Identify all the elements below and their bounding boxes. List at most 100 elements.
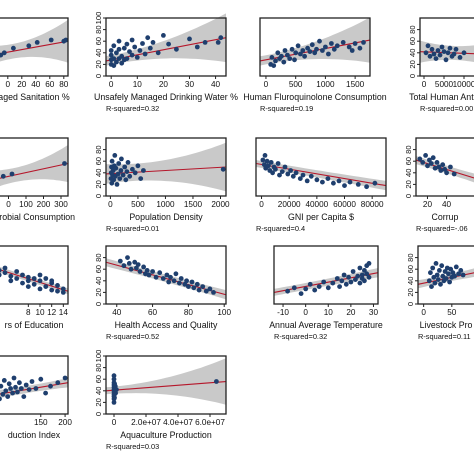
fit-line <box>0 162 69 179</box>
data-point-30 <box>355 182 361 187</box>
data-point-14 <box>153 274 159 280</box>
data-point-13 <box>18 386 24 391</box>
data-point-14 <box>282 164 288 170</box>
data-point-35 <box>361 40 366 45</box>
data-point-22 <box>55 380 61 386</box>
data-point-28 <box>150 40 156 45</box>
x-tick-label-4: 80 <box>59 80 69 89</box>
data-point-11 <box>445 50 451 56</box>
data-point-18 <box>33 386 39 391</box>
y-tick-label-0: 0 <box>94 412 103 416</box>
x-tick-label-0: 0 <box>421 308 426 317</box>
data-point-32 <box>203 288 209 294</box>
data-point-33 <box>352 41 358 46</box>
data-point-25 <box>362 278 367 284</box>
data-point-19 <box>38 376 44 382</box>
data-point-14 <box>21 394 27 399</box>
data-point-21 <box>49 287 55 293</box>
scatter-panel-r1c1: 0 20 40 60 80 aged Sanitation % <box>0 17 70 102</box>
y-tick-label-3: 60 <box>404 157 413 165</box>
data-point-7 <box>135 262 141 267</box>
x-tick-label-0: -10 <box>277 308 289 317</box>
data-point-16 <box>288 168 293 173</box>
x-tick-label-3: 100 <box>217 308 231 317</box>
data-point-4 <box>8 273 14 279</box>
data-point-29 <box>334 43 340 49</box>
data-point-25 <box>325 176 331 182</box>
x-tick-label-1: 5000 <box>435 80 454 89</box>
data-point-8 <box>114 50 119 56</box>
data-point-16 <box>37 286 43 292</box>
scatter-panel-r3c3: -10 0 10 20 30 Annual Average Temperature R-sq… <box>269 245 383 341</box>
data-point-24 <box>320 179 325 185</box>
plot-frame <box>0 355 69 415</box>
data-point-17 <box>350 269 356 274</box>
data-point-25 <box>458 268 464 273</box>
data-point-19 <box>129 52 135 58</box>
data-point-0 <box>0 173 6 179</box>
x-axis-title: Livestock Pro <box>420 320 473 330</box>
data-point-17 <box>461 50 467 56</box>
x-tick-label-3: 14 <box>59 308 69 317</box>
x-tick-label-0: 0 <box>108 200 113 209</box>
data-point-5 <box>428 161 434 166</box>
plot-frame <box>0 137 69 197</box>
data-point-17 <box>302 53 307 59</box>
data-point-23 <box>62 375 68 381</box>
data-point-19 <box>355 273 361 279</box>
data-point-18 <box>120 172 126 178</box>
x-tick-label-0: 0 <box>264 80 269 89</box>
data-point-26 <box>60 290 66 295</box>
data-point-9 <box>112 153 118 158</box>
data-point-1 <box>425 43 431 49</box>
data-point-16 <box>300 48 306 53</box>
x-axis-title: Population Density <box>129 212 203 222</box>
data-point-8 <box>282 48 288 53</box>
x-tick-label-4: 2000 <box>211 200 230 209</box>
data-point-17 <box>290 173 296 179</box>
confidence-band <box>260 17 370 66</box>
data-point-11 <box>144 268 150 273</box>
data-point-26 <box>331 180 336 186</box>
y-tick-label-1: 20 <box>94 180 103 188</box>
r-squared-note: R-squared=0.01 <box>106 224 159 233</box>
data-point-0 <box>117 258 123 264</box>
x-tick-label-0: 0 <box>6 200 11 209</box>
data-point-23 <box>55 288 60 294</box>
data-point-3 <box>429 46 435 52</box>
data-point-23 <box>314 177 320 183</box>
y-tick-label-1: 20 <box>94 398 103 406</box>
data-point-28 <box>331 46 337 52</box>
data-point-8 <box>325 285 331 291</box>
data-point-18 <box>43 284 49 289</box>
x-axis-title: Corrup <box>432 212 459 222</box>
x-tick-label-2: 40000 <box>305 200 328 209</box>
data-point-1 <box>0 272 2 278</box>
data-point-12 <box>440 273 446 279</box>
data-point-32 <box>174 46 179 52</box>
x-tick-label-2: 1000 <box>156 200 175 209</box>
data-point-18 <box>114 387 119 392</box>
x-tick-label-2: 10 <box>324 308 334 317</box>
y-tick-label-4: 80 <box>94 253 103 261</box>
data-point-5 <box>433 56 439 61</box>
x-tick-label-3: 60 <box>45 80 55 89</box>
data-point-1 <box>420 160 426 165</box>
x-tick-label-2: 200 <box>37 200 51 209</box>
data-point-12 <box>442 166 448 172</box>
confidence-band <box>0 145 68 187</box>
data-point-18 <box>127 49 132 54</box>
scatter-panel-r2c4: 20 40 0 20 40 60 80 Corrup R-squared=-.06 <box>404 137 474 233</box>
data-point-5 <box>8 278 14 284</box>
data-point-11 <box>275 161 281 166</box>
y-tick-label-4: 80 <box>404 145 413 153</box>
data-point-9 <box>330 280 336 286</box>
data-point-28 <box>141 168 146 173</box>
y-tick-label-3: 60 <box>408 37 417 45</box>
data-point-5 <box>111 56 117 61</box>
data-point-18 <box>447 279 452 285</box>
data-point-20 <box>300 172 306 178</box>
data-point-15 <box>23 382 29 388</box>
data-point-26 <box>135 163 141 169</box>
